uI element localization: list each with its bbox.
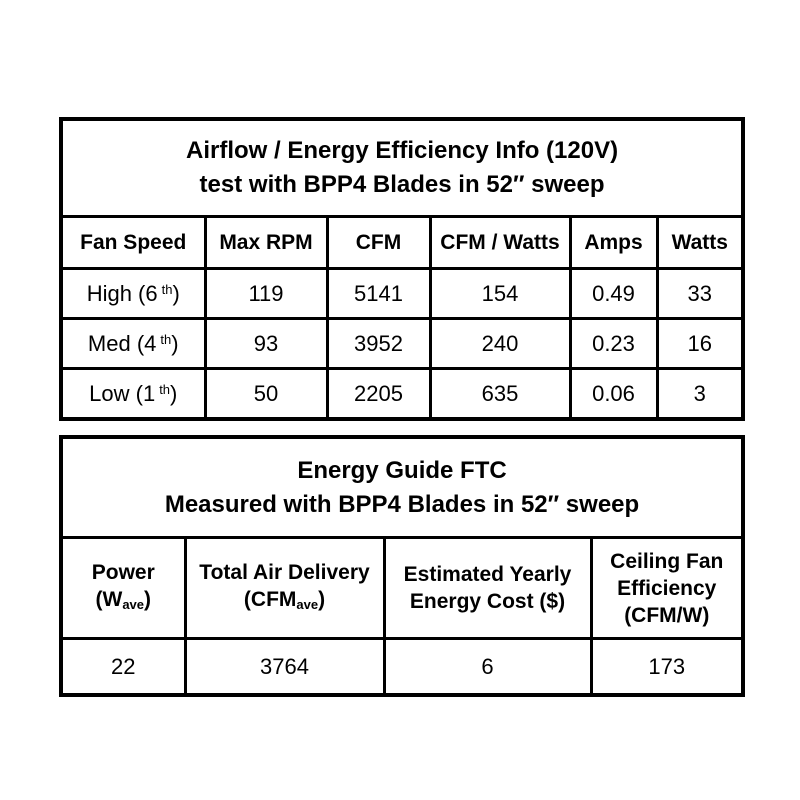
airflow-header-fan-speed: Fan Speed (59, 215, 207, 270)
high-cfm-per-watt-value: 154 (428, 267, 572, 320)
ftc-header-fan-efficiency: Ceiling Fan Efficiency (CFM/W) (589, 536, 745, 640)
ftc-header-delivery-pre: (CFM (243, 587, 297, 611)
low-cfm-value: 2205 (325, 367, 432, 421)
ftc-header-power-line1: Power (91, 560, 155, 584)
ftc-header-power-line2: (Wave) (64, 586, 182, 618)
energy-guide-ftc-table: Energy Guide FTC Measured with BPP4 Blad… (59, 435, 746, 697)
ftc-header-efficiency-line3: (CFM/W) (624, 603, 710, 627)
fan-speed-low-close: ) (170, 380, 178, 406)
airflow-header-watts: Watts (655, 215, 745, 270)
ftc-header-row: Power (Wave) Total Air Delivery (CFMave)… (59, 536, 745, 640)
fan-speed-med-ordinal: th (160, 331, 172, 347)
ftc-header-efficiency-line1: Ceiling Fan (610, 549, 724, 573)
fan-speed-high-close: ) (172, 280, 180, 306)
ftc-header-power-post: ) (144, 587, 152, 611)
ftc-header-cost-line1: Estimated Yearly (403, 563, 572, 586)
ftc-header-cost-line2: Energy Cost ($) (409, 590, 566, 613)
airflow-table-title: Airflow / Energy Efficiency Info (120V) … (59, 117, 745, 218)
med-watts-value: 16 (655, 317, 745, 370)
ftc-efficiency-value: 173 (589, 637, 745, 697)
high-amps-value: 0.49 (568, 267, 659, 320)
ftc-title-line2: Measured with BPP4 Blades in 52″ sweep (164, 490, 640, 518)
ftc-header-delivery-line1: Total Air Delivery (199, 560, 370, 584)
ftc-table-title: Energy Guide FTC Measured with BPP4 Blad… (59, 435, 745, 539)
airflow-header-cfm: CFM (325, 215, 432, 270)
ftc-header-delivery-sub: ave (296, 596, 319, 612)
low-max-rpm-value: 50 (203, 367, 329, 421)
airflow-efficiency-table: Airflow / Energy Efficiency Info (120V) … (59, 117, 746, 421)
ftc-header-power-sub: ave (122, 596, 145, 612)
ftc-delivery-value: 3764 (183, 637, 386, 697)
ftc-power-value: 22 (59, 637, 187, 697)
ftc-title-line1: Energy Guide FTC (297, 456, 507, 484)
ftc-header-power-pre: (W (95, 587, 123, 611)
low-watts-value: 3 (655, 367, 745, 421)
airflow-header-amps: Amps (568, 215, 659, 270)
airflow-title-row: Airflow / Energy Efficiency Info (120V) … (59, 117, 745, 218)
airflow-title-line1: Airflow / Energy Efficiency Info (120V) (185, 137, 619, 164)
med-max-rpm-value: 93 (203, 317, 329, 370)
fan-speed-low-label: Low (1 th) (59, 367, 207, 421)
ftc-values-row: 22 3764 6 173 (59, 637, 745, 697)
fan-speed-med-label: Med (4 th) (59, 317, 207, 370)
fan-speed-low-base: Low (1 (89, 380, 156, 406)
high-max-rpm-value: 119 (203, 267, 329, 320)
med-cfm-value: 3952 (325, 317, 432, 370)
ftc-header-energy-cost: Estimated Yearly Energy Cost ($) (382, 536, 593, 640)
ftc-header-air-delivery: Total Air Delivery (CFMave) (183, 536, 386, 640)
airflow-title-line2: test with BPP4 Blades in 52″ sweep (199, 171, 605, 198)
fan-speed-med-base: Med (4 (87, 330, 157, 356)
ftc-header-power: Power (Wave) (59, 536, 187, 640)
high-watts-value: 33 (655, 267, 745, 320)
ftc-title-row: Energy Guide FTC Measured with BPP4 Blad… (59, 435, 745, 539)
high-cfm-value: 5141 (325, 267, 432, 320)
med-cfm-per-watt-value: 240 (428, 317, 572, 370)
fan-speed-high-ordinal: th (161, 281, 173, 297)
airflow-header-cfm-watts: CFM / Watts (428, 215, 572, 270)
fan-speed-med-close: ) (171, 330, 179, 356)
fan-speed-high-label: High (6 th) (59, 267, 207, 320)
ftc-header-delivery-post: ) (318, 587, 326, 611)
low-amps-value: 0.06 (568, 367, 659, 421)
med-amps-value: 0.23 (568, 317, 659, 370)
airflow-row-med: Med (4 th) 93 3952 240 0.23 16 (59, 317, 745, 370)
ftc-header-delivery-line2: (CFMave) (188, 586, 381, 618)
airflow-header-max-rpm: Max RPM (203, 215, 329, 270)
fan-speed-low-ordinal: th (159, 381, 171, 397)
airflow-row-low: Low (1 th) 50 2205 635 0.06 3 (59, 367, 745, 421)
fan-speed-high-base: High (6 (86, 280, 158, 306)
ftc-cost-value: 6 (382, 637, 593, 697)
airflow-header-row: Fan Speed Max RPM CFM CFM / Watts Amps W… (59, 215, 745, 270)
low-cfm-per-watt-value: 635 (428, 367, 572, 421)
ftc-header-efficiency-line2: Efficiency (617, 576, 717, 600)
airflow-row-high: High (6 th) 119 5141 154 0.49 33 (59, 267, 745, 320)
